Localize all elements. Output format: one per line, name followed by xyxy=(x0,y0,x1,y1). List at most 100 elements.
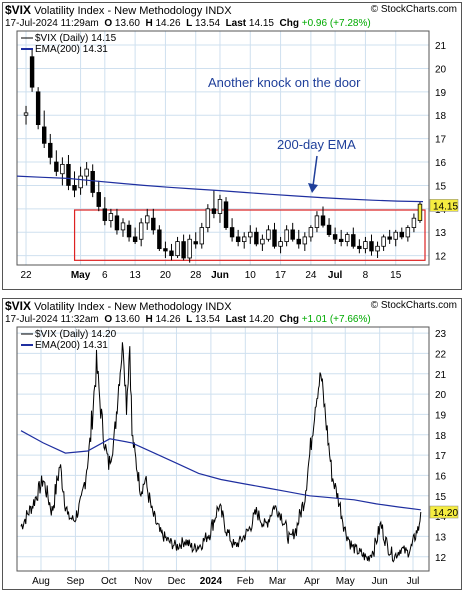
last-value-box xyxy=(429,505,459,519)
quote-bar: 17-Jul-2024 11:32am O 13.60 H 14.26 L 13… xyxy=(3,313,461,326)
candle xyxy=(41,110,47,148)
y-tick-label: 13 xyxy=(435,532,447,543)
chart-panel-1: $VIX Volatility Index - New Methodology … xyxy=(2,2,462,290)
last-value: 14.20 xyxy=(248,314,274,325)
x-tick-label: May xyxy=(71,270,91,281)
annotation-arrow-shaft xyxy=(312,155,318,187)
low-value: 13.54 xyxy=(194,314,221,325)
x-tick-label: May xyxy=(336,576,355,587)
high-value: 14.26 xyxy=(155,18,181,29)
y-tick-label: 12 xyxy=(435,252,447,263)
last-label: Last xyxy=(225,314,247,325)
high-label: H xyxy=(145,18,153,29)
x-tick-label: 10 xyxy=(245,270,257,281)
x-tick-label: Jul xyxy=(407,576,420,587)
x-tick-label: 22 xyxy=(20,270,32,281)
annotation-arrow-head xyxy=(308,183,318,193)
last-value: 14.15 xyxy=(248,18,274,29)
vix-price-line xyxy=(20,342,422,563)
last-value-box xyxy=(429,199,459,212)
x-tick-label: Feb xyxy=(237,576,255,587)
candle xyxy=(290,222,295,242)
candle xyxy=(375,241,380,258)
annotation-200-day-ema: 200-day EMA xyxy=(277,137,356,152)
x-tick-label: Mar xyxy=(269,576,287,587)
candle xyxy=(151,208,156,235)
candle xyxy=(314,211,320,233)
candle xyxy=(96,180,101,212)
legend-ema: EMA(200) 14.31 xyxy=(35,340,108,351)
candle xyxy=(223,197,229,230)
x-tick-label: 6 xyxy=(102,270,108,281)
x-tick-label: Jun xyxy=(211,270,229,281)
x-tick-label: Dec xyxy=(168,576,186,587)
x-tick-label: 17 xyxy=(275,270,287,281)
ema-200-line xyxy=(20,430,421,511)
chart-title-bar: $VIX Volatility Index - New Methodology … xyxy=(3,3,461,17)
y-tick-label: 15 xyxy=(435,181,447,192)
x-tick-label: 28 xyxy=(190,270,202,281)
x-tick-label: Jul xyxy=(328,270,343,281)
open-value: 13.60 xyxy=(114,314,140,325)
candle xyxy=(296,229,301,249)
candle xyxy=(399,227,405,240)
candle xyxy=(405,225,411,242)
y-tick-label: 18 xyxy=(435,111,447,122)
x-tick-label: 24 xyxy=(305,270,317,281)
low-label: L xyxy=(186,18,193,29)
candle xyxy=(235,229,241,247)
candle xyxy=(338,229,344,247)
candle xyxy=(193,232,198,249)
candle xyxy=(326,218,332,237)
candle xyxy=(345,232,350,247)
candle xyxy=(302,232,308,251)
y-tick-label: 20 xyxy=(435,64,447,75)
y-tick-label: 23 xyxy=(435,329,447,340)
candle xyxy=(84,162,89,186)
x-tick-label: 20 xyxy=(160,270,172,281)
candle xyxy=(23,105,29,125)
x-tick-label: 8 xyxy=(363,270,369,281)
x-tick-label: 2024 xyxy=(200,576,223,587)
y-tick-label: 16 xyxy=(435,471,447,482)
y-tick-label: 12 xyxy=(435,553,447,564)
candle xyxy=(241,232,247,249)
symbol-label: $VIX xyxy=(5,299,32,313)
legend-vix: $VIX (Daily) 14.20 xyxy=(35,329,117,340)
candle xyxy=(29,49,35,92)
candle xyxy=(308,225,314,242)
candle xyxy=(260,234,265,251)
candle xyxy=(332,227,338,244)
last-value-tag: 14.20 xyxy=(433,508,458,519)
y-tick-label: 21 xyxy=(435,370,447,381)
candle xyxy=(205,204,211,233)
candle xyxy=(102,197,108,226)
candle xyxy=(387,229,392,244)
copyright-label: © StockCharts.com xyxy=(370,4,457,15)
y-tick-label: 17 xyxy=(435,135,447,146)
ema-200-line xyxy=(16,175,424,203)
y-tick-label: 13 xyxy=(435,228,447,239)
high-label: H xyxy=(145,314,153,325)
y-tick-label: 15 xyxy=(435,492,447,503)
candle xyxy=(157,225,162,251)
x-tick-label: Nov xyxy=(134,576,152,587)
candle xyxy=(411,213,417,233)
y-tick-label: 16 xyxy=(435,158,447,169)
line-chart: 121314151617181920212223 AugSepOctNovDec… xyxy=(16,326,459,587)
exchange-label: INDX xyxy=(205,5,232,17)
candle xyxy=(211,190,217,219)
candle xyxy=(120,218,126,237)
y-tick-label: 20 xyxy=(435,390,447,401)
candle xyxy=(114,208,120,235)
candle xyxy=(393,229,398,247)
y-tick-label: 17 xyxy=(435,451,447,462)
candle xyxy=(48,133,53,165)
candle xyxy=(351,227,356,249)
candle xyxy=(217,194,223,223)
x-tick-label: Apr xyxy=(304,576,320,587)
last-value-tag: 14.15 xyxy=(433,201,458,212)
candle xyxy=(199,222,205,249)
plot-area xyxy=(16,30,430,266)
candle xyxy=(417,201,423,223)
